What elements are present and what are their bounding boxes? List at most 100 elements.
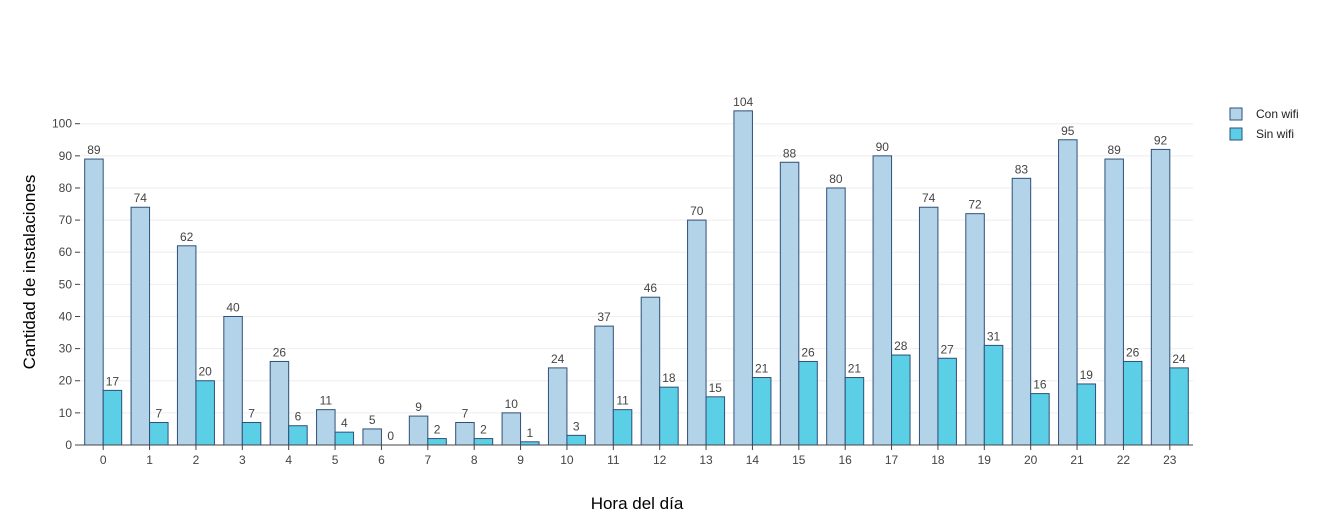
x-tick-label: 9 (517, 453, 524, 467)
bar-sin-wifi-15[interactable] (798, 360, 818, 446)
data-label: 7 (155, 407, 162, 421)
data-label: 18 (662, 371, 676, 385)
y-tick-label: 60 (59, 245, 73, 259)
bar-sin-wifi-20[interactable] (1030, 393, 1050, 446)
x-tick-label: 15 (792, 453, 806, 467)
x-tick-label: 17 (885, 453, 899, 467)
bar-sin-wifi-7[interactable] (427, 438, 447, 446)
data-label: 88 (783, 146, 797, 160)
data-label: 46 (644, 281, 658, 295)
x-tick-label: 11 (607, 453, 620, 467)
bar-con-wifi-19[interactable] (965, 213, 985, 446)
bar-con-wifi-10[interactable] (547, 367, 568, 446)
y-tick-label: 70 (59, 213, 73, 227)
legend-swatch (1229, 107, 1243, 121)
data-label: 10 (505, 397, 519, 411)
bar-sin-wifi-1[interactable] (149, 422, 169, 446)
x-tick-label: 14 (746, 453, 760, 467)
bar-sin-wifi-12[interactable] (659, 386, 679, 446)
bar-sin-wifi-0[interactable] (102, 389, 123, 446)
bar-con-wifi-1[interactable] (130, 206, 151, 446)
y-tick-label: 100 (52, 117, 72, 131)
bar-sin-wifi-22[interactable] (1122, 360, 1143, 446)
data-label: 2 (434, 423, 441, 437)
data-label: 83 (1015, 162, 1029, 176)
data-label: 1 (526, 426, 533, 440)
bar-sin-wifi-10[interactable] (566, 434, 586, 446)
bar-sin-wifi-4[interactable] (288, 425, 308, 446)
data-label: 11 (616, 394, 629, 408)
x-tick-label: 1 (146, 453, 153, 467)
bar-con-wifi-14[interactable] (733, 110, 753, 446)
bar-con-wifi-11[interactable] (594, 325, 614, 446)
bar-con-wifi-7[interactable] (408, 415, 429, 446)
legend[interactable]: Con wifi Sin wifi (1229, 107, 1299, 141)
bar-con-wifi-22[interactable] (1104, 158, 1124, 446)
bar-con-wifi-8[interactable] (455, 422, 475, 446)
data-label: 28 (894, 339, 908, 353)
x-tick-label: 10 (560, 453, 574, 467)
x-tick-label: 0 (100, 453, 107, 467)
bar-con-wifi-2[interactable] (176, 245, 197, 446)
bar-con-wifi-4[interactable] (269, 360, 290, 446)
x-tick-label: 3 (239, 453, 246, 467)
data-label: 74 (134, 191, 148, 205)
bar-sin-wifi-23[interactable] (1169, 367, 1189, 446)
bar-con-wifi-5[interactable] (316, 409, 336, 446)
bar-sin-wifi-21[interactable] (1076, 383, 1097, 446)
bar-sin-wifi-5[interactable] (334, 431, 355, 446)
y-tick-label: 80 (59, 181, 73, 195)
data-label: 27 (941, 342, 955, 356)
bar-sin-wifi-3[interactable] (241, 422, 262, 446)
bar-con-wifi-0[interactable] (84, 158, 104, 446)
bar-con-wifi-3[interactable] (223, 315, 243, 446)
bar-sin-wifi-2[interactable] (195, 380, 215, 446)
x-tick-label: 4 (285, 453, 292, 467)
bar-sin-wifi-14[interactable] (751, 377, 772, 446)
legend-item-sin-wifi[interactable]: Sin wifi (1229, 127, 1294, 141)
bar-con-wifi-17[interactable] (872, 155, 893, 446)
data-label: 7 (462, 407, 469, 421)
x-tick-label: 2 (193, 453, 200, 467)
data-label: 2 (480, 423, 487, 437)
data-label: 89 (87, 143, 101, 157)
data-label: 21 (755, 362, 769, 376)
bar-sin-wifi-11[interactable] (612, 409, 633, 446)
bar-con-wifi-6[interactable] (362, 428, 382, 446)
bar-con-wifi-9[interactable] (501, 412, 522, 446)
bar-sin-wifi-16[interactable] (844, 377, 865, 446)
bar-con-wifi-20[interactable] (1011, 177, 1032, 446)
y-tick-label: 50 (59, 277, 73, 291)
y-tick-label: 90 (59, 149, 73, 163)
x-tick-label: 6 (378, 453, 385, 467)
data-label: 40 (226, 300, 240, 314)
data-label: 74 (922, 191, 936, 205)
data-label: 62 (180, 230, 194, 244)
bars (84, 110, 1189, 446)
bar-sin-wifi-13[interactable] (705, 396, 726, 446)
data-label: 0 (387, 429, 394, 443)
bar-con-wifi-16[interactable] (826, 187, 846, 446)
data-label: 26 (801, 345, 815, 359)
grid-lines (80, 123, 1193, 414)
data-label: 104 (733, 95, 753, 109)
bar-con-wifi-13[interactable] (687, 219, 707, 446)
bar-sin-wifi-19[interactable] (983, 344, 1004, 446)
legend-swatch (1229, 127, 1243, 141)
data-label: 15 (709, 381, 723, 395)
bar-con-wifi-21[interactable] (1058, 139, 1078, 446)
legend-item-con-wifi[interactable]: Con wifi (1229, 107, 1299, 121)
data-label: 80 (829, 172, 843, 186)
legend-label: Con wifi (1256, 107, 1299, 121)
bar-con-wifi-12[interactable] (640, 296, 661, 446)
data-label: 20 (199, 365, 213, 379)
data-label: 72 (968, 198, 982, 212)
bar-con-wifi-15[interactable] (779, 161, 800, 446)
data-label: 26 (1126, 345, 1140, 359)
bar-con-wifi-18[interactable] (918, 206, 939, 446)
bar-sin-wifi-18[interactable] (937, 357, 957, 446)
bar-con-wifi-23[interactable] (1150, 148, 1171, 446)
bar-sin-wifi-8[interactable] (473, 438, 494, 446)
bar-sin-wifi-17[interactable] (891, 354, 911, 446)
